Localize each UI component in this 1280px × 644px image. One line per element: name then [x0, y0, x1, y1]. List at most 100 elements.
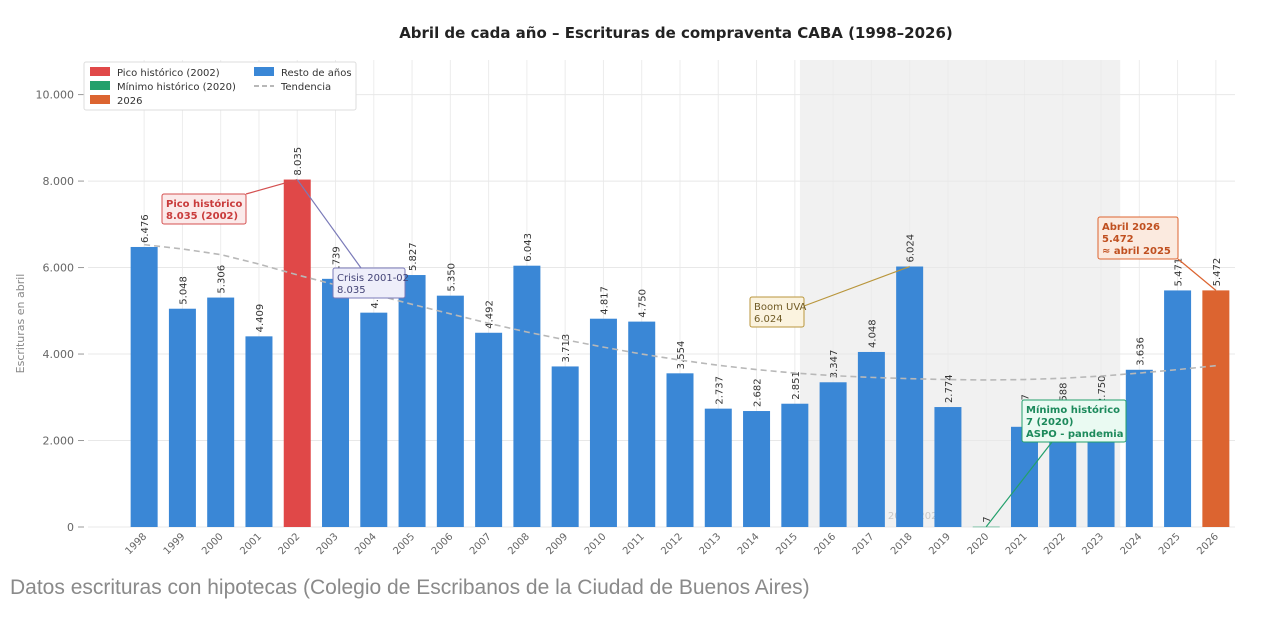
- annotation-box: [161, 193, 247, 225]
- bar-value-label: 4.492: [485, 300, 496, 329]
- bar-value-label: 3.713: [561, 334, 572, 363]
- x-tick-label: 2017: [851, 531, 877, 557]
- x-tick-label: 2018: [889, 531, 915, 557]
- annotation-arrow: [296, 179, 362, 269]
- bar-2020: [972, 526, 1000, 528]
- bar-value-label: 4.409: [255, 304, 266, 333]
- annotation-text: Boom UVA: [754, 302, 807, 313]
- legend-label: Tendencia: [280, 82, 331, 93]
- bar-value-label: 4.750: [638, 289, 649, 318]
- bar-value-label: 5.471: [1174, 258, 1185, 287]
- y-tick-label: 0: [67, 521, 74, 534]
- bar-2024: [1125, 369, 1153, 527]
- x-tick-label: 2019: [927, 531, 953, 557]
- bar-2010: [589, 318, 617, 527]
- legend-label: Resto de años: [281, 68, 352, 79]
- annotation-text: Abril 2026: [1102, 222, 1160, 233]
- x-tick-label: 2009: [545, 531, 571, 557]
- annotation-text: 5.472: [1102, 234, 1134, 245]
- x-tick-label: 2025: [1157, 531, 1183, 557]
- annotation-text: Mínimo histórico: [1026, 404, 1120, 416]
- x-tick-label: 2002: [277, 531, 303, 557]
- bar-2006: [436, 295, 464, 527]
- x-tick-label: 2021: [1004, 531, 1030, 557]
- bar-value-label: 3.347: [829, 350, 840, 379]
- y-axis-label: Escrituras en abril: [14, 274, 27, 374]
- bar-value-label: 4.048: [867, 319, 878, 348]
- annotation-text: 8.035 (2002): [166, 211, 238, 222]
- bar-2016: [819, 382, 847, 527]
- bar-2000: [207, 297, 235, 527]
- x-tick-label: 2003: [315, 531, 341, 557]
- bar-value-label: 5.472: [1212, 258, 1223, 287]
- annotation-box: [332, 267, 406, 299]
- legend-swatch: [90, 67, 110, 76]
- annotation-arrow: [985, 441, 1053, 528]
- x-tick-label: 1998: [123, 531, 149, 557]
- legend-label: Mínimo histórico (2020): [117, 81, 236, 93]
- x-tick-label: 2015: [774, 531, 800, 557]
- trend-line: [144, 243, 1216, 381]
- bar-value-label: 3.636: [1135, 337, 1146, 366]
- y-tick-label: 10.000: [36, 89, 75, 102]
- bar-2017: [857, 351, 885, 527]
- annotation-box: [1097, 216, 1179, 260]
- legend-swatch: [90, 81, 110, 90]
- bar-value-label: 5.306: [217, 265, 228, 294]
- legend-swatch: [254, 67, 274, 76]
- x-tick-label: 2001: [238, 531, 264, 557]
- annotation-text: 7 (2020): [1026, 417, 1073, 428]
- bar-value-label: 2.774: [944, 374, 955, 403]
- x-tick-label: 2023: [1080, 531, 1106, 557]
- x-tick-label: 2000: [200, 531, 226, 557]
- bar-value-label: 5.350: [446, 263, 457, 292]
- bar-2019: [934, 407, 962, 527]
- legend-box: [83, 61, 357, 111]
- y-tick-label: 2.000: [43, 435, 75, 448]
- annotation-text: ≈ abril 2025: [1102, 246, 1171, 257]
- bar-value-label: 4.817: [599, 286, 610, 315]
- bar-2011: [628, 321, 656, 527]
- bar-2005: [398, 275, 426, 527]
- x-tick-label: 2011: [621, 531, 647, 557]
- x-tick-label: 2014: [736, 531, 762, 557]
- chart-title: Abril de cada año – Escrituras de compra…: [399, 24, 953, 42]
- x-tick-label: 2005: [391, 531, 417, 557]
- bar-2003: [322, 278, 350, 527]
- bar-2002: [283, 179, 311, 527]
- bar-chart: Abril de cada año – Escrituras de compra…: [14, 24, 1235, 557]
- bar-value-label: 6.024: [906, 234, 917, 263]
- bar-value-label: 6.476: [140, 214, 151, 243]
- bar-value-label: 2.737: [714, 376, 725, 405]
- bar-value-label: 2.750: [1097, 375, 1108, 404]
- legend-label: Pico histórico (2002): [117, 67, 220, 79]
- legend-label: 2026: [117, 96, 142, 107]
- x-tick-label: 2020: [966, 531, 992, 557]
- annotation-box: [749, 296, 805, 328]
- x-tick-label: 2006: [430, 531, 456, 557]
- annotation-text: 6.024: [754, 314, 783, 325]
- x-tick-label: 2013: [698, 531, 724, 557]
- x-tick-label: 2008: [506, 531, 532, 557]
- bar-value-label: 8.035: [293, 147, 304, 176]
- bar-2007: [475, 332, 503, 527]
- bar-value-label: 2.851: [791, 371, 802, 400]
- bar-2009: [551, 366, 579, 527]
- bar-2025: [1164, 290, 1192, 527]
- bar-1999: [168, 308, 196, 527]
- bar-2015: [781, 403, 809, 527]
- bar-1998: [130, 246, 158, 527]
- bar-value-label: 6.043: [523, 233, 534, 262]
- bar-value-label: 5.048: [178, 276, 189, 305]
- x-tick-label: 2007: [468, 531, 494, 557]
- x-tick-label: 2012: [659, 531, 685, 557]
- bar-value-label: 5.827: [408, 242, 419, 271]
- annotation-text: Pico histórico: [166, 198, 242, 210]
- x-tick-label: 2004: [353, 531, 379, 557]
- annotation-box: [1021, 399, 1127, 443]
- x-tick-label: 2026: [1195, 531, 1221, 557]
- bar-value-label: 7: [982, 516, 993, 522]
- annotation-text: Crisis 2001-02: [337, 273, 409, 284]
- bar-2013: [704, 408, 732, 527]
- annotation-arrow: [803, 265, 910, 307]
